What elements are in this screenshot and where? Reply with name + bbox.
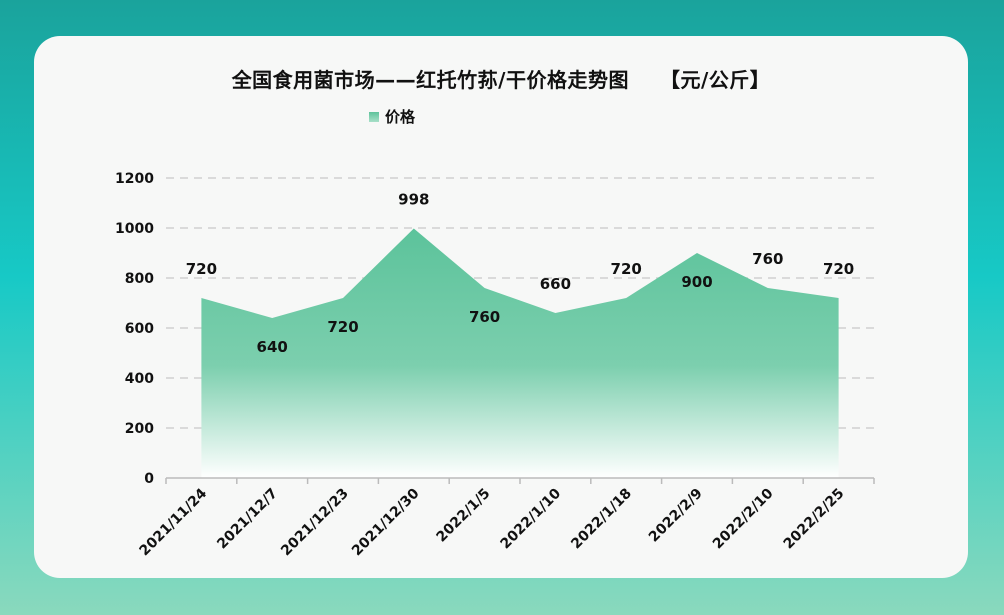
data-label: 720 xyxy=(186,260,217,278)
data-label: 900 xyxy=(681,273,712,291)
data-label: 720 xyxy=(327,318,358,336)
chart-card: 全国食用菌市场——红托竹荪/干价格走势图 【元/公斤】 价格 0 200 400 60… xyxy=(34,36,968,578)
x-tick-label: 2022/1/18 xyxy=(568,486,635,553)
x-tick-label: 2022/2/9 xyxy=(646,486,706,546)
data-label: 760 xyxy=(752,250,783,268)
y-tick-label: 800 xyxy=(125,271,154,287)
x-tick-label: 2022/2/10 xyxy=(710,485,777,552)
x-tick-label: 2021/11/24 xyxy=(137,485,211,559)
data-label: 720 xyxy=(823,260,854,278)
data-label: 640 xyxy=(257,338,288,356)
legend-swatch xyxy=(369,111,379,122)
y-tick-label: 1000 xyxy=(115,221,154,237)
x-tick-label: 2021/12/7 xyxy=(214,486,281,553)
x-tick-label: 2021/12/30 xyxy=(349,485,423,559)
legend: 价格 xyxy=(369,106,415,127)
data-label: 760 xyxy=(469,308,500,326)
y-tick-label: 600 xyxy=(125,321,154,337)
data-label: 660 xyxy=(540,275,571,293)
x-tick-label: 2022/1/10 xyxy=(497,485,564,552)
data-label: 720 xyxy=(611,260,642,278)
y-tick-label: 1200 xyxy=(115,171,154,187)
y-tick-label: 0 xyxy=(144,471,154,487)
legend-label: 价格 xyxy=(385,108,416,126)
data-label: 998 xyxy=(398,191,429,209)
y-tick-label: 400 xyxy=(125,371,154,387)
series-area-价格 xyxy=(201,228,839,478)
x-tick-label: 2021/12/23 xyxy=(278,486,352,560)
x-tick-label: 2022/1/5 xyxy=(434,486,494,546)
x-tick-label: 2022/2/25 xyxy=(781,486,848,553)
chart-title: 全国食用菌市场——红托竹荪/干价格走势图 【元/公斤】 xyxy=(231,68,771,92)
y-tick-label: 200 xyxy=(125,421,154,437)
